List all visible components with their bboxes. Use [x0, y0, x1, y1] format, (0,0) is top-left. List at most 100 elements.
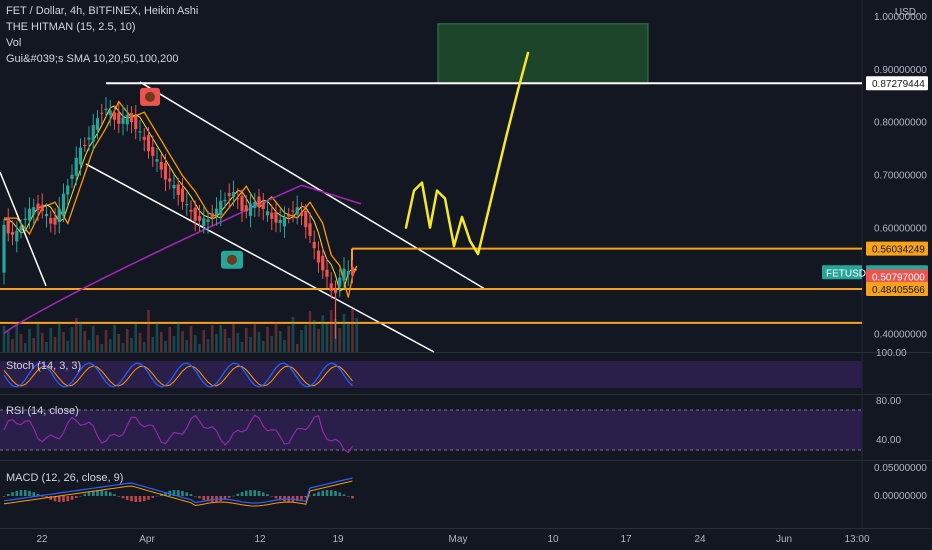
candle-body [138, 131, 141, 132]
macd-histogram-bar [317, 492, 320, 496]
candle-body [249, 203, 252, 215]
macd-histogram-bar [88, 492, 91, 496]
candle-body [143, 137, 146, 140]
volume-bar [151, 337, 154, 352]
volume-bar [49, 328, 52, 352]
volume-bar [37, 324, 40, 352]
macd-histogram-bar [32, 492, 35, 496]
volume-bar [266, 327, 269, 352]
candle-body [283, 217, 286, 226]
candle-body [223, 200, 226, 201]
volume-bar [202, 330, 205, 352]
volume-bar [41, 333, 44, 352]
macd-histogram-bar [300, 496, 303, 500]
macd-histogram-bar [105, 491, 108, 496]
candle-body [338, 278, 341, 287]
volume-bar [207, 339, 210, 352]
macd-histogram-bar [266, 494, 269, 496]
volume-bar [296, 344, 299, 352]
stoch-label[interactable]: Stoch (14, 3, 3) [6, 360, 81, 372]
volume-bar [71, 327, 74, 352]
candle-body [2, 225, 5, 273]
macd-histogram-bar [181, 491, 184, 496]
macd-histogram-bar [117, 496, 120, 497]
volume-bar [351, 309, 354, 352]
volume-bar [241, 342, 244, 352]
channel-upper-line [140, 82, 484, 288]
macd-label[interactable]: MACD (12, 26, close, 9) [6, 472, 123, 484]
volume-bar [24, 343, 27, 352]
macd-histogram-bar [58, 496, 61, 502]
volume-bar [309, 311, 312, 352]
candle-body [304, 211, 307, 227]
volume-bar [236, 333, 239, 352]
candle-body [19, 227, 22, 231]
candle-body [36, 204, 39, 210]
volume-bar [156, 323, 159, 352]
candle-body [215, 209, 218, 216]
candle-body [262, 204, 265, 209]
candle-body [96, 118, 99, 130]
candle-body [198, 216, 201, 221]
time-tick-label: 13:00 [844, 534, 869, 545]
time-tick-label: 19 [332, 534, 344, 545]
macd-axis-upper: 0.05000000 [874, 463, 927, 474]
volume-bar [66, 341, 69, 352]
macd-histogram-bar [275, 496, 278, 498]
time-tick-label: 12 [254, 534, 266, 545]
volume-bar [211, 325, 214, 352]
candle-body [257, 197, 260, 207]
macd-histogram-bar [190, 494, 193, 496]
candle-body [296, 207, 299, 214]
volume-bar [147, 310, 150, 352]
volume-bar [32, 338, 35, 352]
price-tick-label: 0.80000000 [874, 118, 927, 129]
macd-histogram-bar [100, 490, 103, 496]
volume-bar [7, 330, 10, 352]
indicator-legend-hitman[interactable]: THE HITMAN (15, 2.5, 10) [6, 20, 136, 34]
symbol-legend[interactable]: FET / Dollar, 4h, BITFINEX, Heikin Ashi [6, 4, 198, 18]
macd-histogram-bar [7, 494, 10, 496]
macd-histogram-bar [79, 496, 82, 497]
candle-body [228, 193, 231, 196]
candle-body [155, 159, 158, 161]
price-tick-label: 0.60000000 [874, 224, 927, 235]
volume-bar [181, 331, 184, 352]
macd-histogram-bar [122, 496, 125, 498]
volume-bar [253, 323, 256, 352]
volume-bar [198, 344, 201, 352]
volume-bar [139, 333, 142, 352]
candle-body [274, 212, 277, 222]
indicator-legend-vol[interactable]: Vol [6, 36, 21, 50]
macd-histogram-bar [24, 490, 27, 496]
symbol-tag: FETUSD [826, 268, 866, 279]
volume-bar [300, 330, 303, 352]
volume-bar [113, 325, 116, 352]
volume-bar [164, 341, 167, 352]
macd-histogram-bar [126, 496, 129, 500]
macd-histogram-bar [270, 496, 273, 497]
volume-bar [92, 326, 95, 352]
macd-histogram-bar [326, 490, 329, 496]
candle-body [130, 113, 133, 122]
candle-body [266, 211, 269, 215]
macd-histogram-bar [241, 492, 244, 496]
macd-histogram-bar [15, 491, 18, 496]
volume-bar [270, 336, 273, 352]
candle-body [300, 212, 303, 216]
candle-body [45, 214, 48, 216]
volume-bar [168, 327, 171, 352]
macd-histogram-bar [198, 496, 201, 498]
target-zone [438, 24, 648, 84]
volume-bar [275, 322, 278, 352]
volume-bar [292, 317, 295, 352]
time-tick-label: 22 [36, 534, 48, 545]
candle-body [351, 267, 354, 276]
candle-body [308, 223, 311, 236]
candle-body [41, 205, 44, 211]
rsi-label[interactable]: RSI (14, close) [6, 405, 79, 417]
candle-body [109, 111, 112, 115]
indicator-legend-sma[interactable]: Gui&#039;s SMA 10,20,50,100,200 [6, 52, 178, 66]
volume-bar [224, 329, 227, 352]
